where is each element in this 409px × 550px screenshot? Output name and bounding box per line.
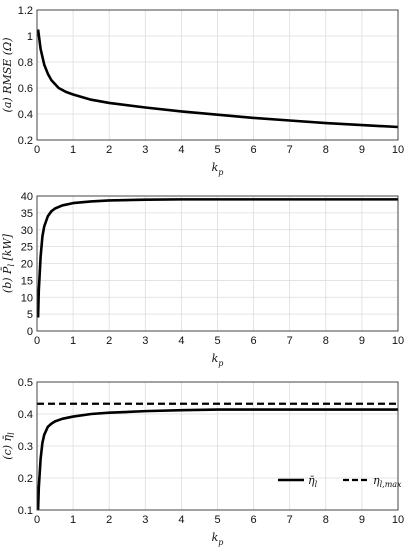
- x-tick-label: 2: [106, 335, 112, 347]
- x-tick-label: 6: [251, 514, 257, 526]
- x-tick-label: 8: [323, 144, 329, 156]
- x-tick-label: 7: [287, 335, 293, 347]
- x-tick-label: 0: [34, 335, 40, 347]
- y-tick-label: 0.2: [18, 473, 33, 485]
- y-tick-label: 15: [21, 275, 33, 287]
- x-tick-label: 3: [142, 514, 148, 526]
- plot-frame: [36, 9, 399, 141]
- x-tick-label: 7: [287, 514, 293, 526]
- y-tick-label: 25: [21, 242, 33, 254]
- series-line-1: [36, 198, 398, 318]
- x-tick-label: 2: [106, 144, 112, 156]
- x-tick-label: 10: [392, 335, 404, 347]
- x-tick-label: 2: [106, 514, 112, 526]
- chart-panel-3: 0 1 2 3 4 5 6 7 8 9 100.10.20.30.40.5kp(c) η̄lη̄l η…: [1, 377, 404, 547]
- y-tick-label: 0: [27, 326, 33, 338]
- y-tick-label: 10: [21, 292, 33, 304]
- x-tick-label: 3: [142, 335, 148, 347]
- chart-panel-2: 0 1 2 3 4 5 6 7 8 9 10 0 5 10 15 20 25 30 35 40 kp (b) P̄l [k…: [1, 191, 404, 368]
- x-axis-label: kp: [212, 531, 224, 547]
- x-axis-label: kp: [212, 161, 224, 177]
- y-axis-label: (c) η̄l: [1, 432, 16, 460]
- legend-label-1: η̄l: [308, 474, 318, 489]
- y-tick-label: 40: [21, 191, 33, 203]
- x-tick-label: 10: [392, 514, 404, 526]
- plot-frame: [36, 195, 399, 332]
- x-tick-label: 9: [359, 514, 365, 526]
- y-tick-label: 20: [21, 259, 33, 271]
- x-tick-label: 1: [70, 144, 76, 156]
- y-tick-label: 1: [27, 31, 33, 43]
- x-tick-label: 8: [323, 335, 329, 347]
- x-tick-label: 6: [251, 144, 257, 156]
- plot-frame: [36, 381, 399, 511]
- y-axis-label: (b) P̄l [kW]: [1, 233, 16, 293]
- x-tick-label: 5: [214, 514, 220, 526]
- y-tick-label: 1.2: [18, 5, 33, 17]
- x-tick-label: 6: [251, 335, 257, 347]
- x-tick-label: 4: [178, 335, 184, 347]
- x-tick-label: 5: [214, 335, 220, 347]
- y-tick-label: 30: [21, 225, 33, 237]
- x-tick-label: 1: [70, 514, 76, 526]
- series-line-1: [36, 29, 399, 129]
- y-axis-label: (a) RMSE (Ω): [1, 38, 14, 113]
- y-tick-label: 0.8: [18, 57, 33, 69]
- series-line-1: [36, 408, 398, 511]
- x-tick-label: 5: [214, 144, 220, 156]
- x-tick-label: 1: [70, 335, 76, 347]
- chart-panel-1: 0 1 2 3 4 5 6 7 8 9 10 0.2 0.4 0.6 0.8 1 1.2 kp (a) RMSE (…: [1, 5, 404, 177]
- y-tick-label: 0.5: [18, 377, 33, 389]
- y-tick-label: 0.6: [18, 83, 33, 95]
- y-tick-label: 0.2: [18, 135, 33, 147]
- x-tick-label: 9: [359, 144, 365, 156]
- y-tick-label: 5: [27, 309, 33, 321]
- x-axis-label: kp: [212, 352, 224, 368]
- x-tick-label: 0: [34, 514, 40, 526]
- y-tick-label: 0.4: [18, 409, 33, 421]
- x-tick-label: 7: [287, 144, 293, 156]
- x-tick-label: 8: [323, 514, 329, 526]
- legend: η̄l ηl,max: [278, 474, 402, 489]
- x-tick-label: 4: [178, 144, 184, 156]
- legend-label-2: ηl,max: [373, 474, 402, 489]
- x-tick-label: 10: [392, 144, 404, 156]
- y-tick-label: 0.4: [18, 109, 33, 121]
- x-tick-label: 9: [359, 335, 365, 347]
- y-tick-label: 35: [21, 208, 33, 220]
- x-tick-label: 0: [34, 144, 40, 156]
- x-tick-label: 3: [142, 144, 148, 156]
- y-tick-label: 0.3: [18, 441, 33, 453]
- x-tick-label: 4: [178, 514, 184, 526]
- y-tick-label: 0.1: [18, 505, 33, 517]
